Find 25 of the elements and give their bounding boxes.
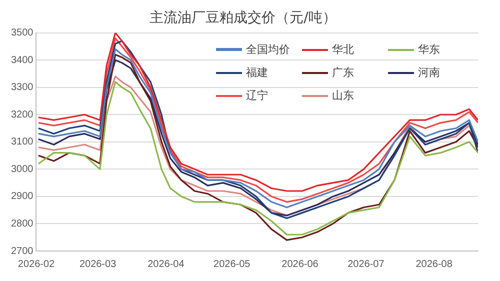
y-tick-label: 3500 [10,28,34,39]
x-tick-label: 2026-03 [79,258,117,270]
y-tick-label: 3300 [10,82,34,94]
legend-label: 山东 [332,88,354,103]
x-tick-label: 2026-06 [282,258,319,270]
legend-label: 河南 [418,65,440,80]
y-tick-label: 3000 [10,164,34,175]
x-tick-label: 2026-05 [213,258,251,270]
legend-label: 福建 [246,65,268,80]
legend-label: 全国均价 [246,42,290,57]
y-tick-label: 3400 [10,54,34,66]
y-tick-label: 3100 [10,136,34,148]
legend-label: 华北 [332,42,354,57]
x-tick-label: 2026-04 [148,258,185,270]
legend-label: 广东 [332,65,354,80]
y-tick-label: 3200 [10,109,34,120]
y-tick-label: 2800 [10,218,34,230]
x-tick-label: 2026-07 [348,258,385,270]
x-tick-label: 2026-08 [416,258,453,270]
chart-title: 主流油厂豆粕成交价（元/吨） [150,10,336,26]
y-tick-label: 2700 [10,246,34,257]
legend-label: 华东 [418,42,440,57]
y-tick-label: 2900 [10,191,34,202]
x-tick-label: 2026-02 [18,258,56,270]
legend-label: 辽宁 [246,88,268,103]
